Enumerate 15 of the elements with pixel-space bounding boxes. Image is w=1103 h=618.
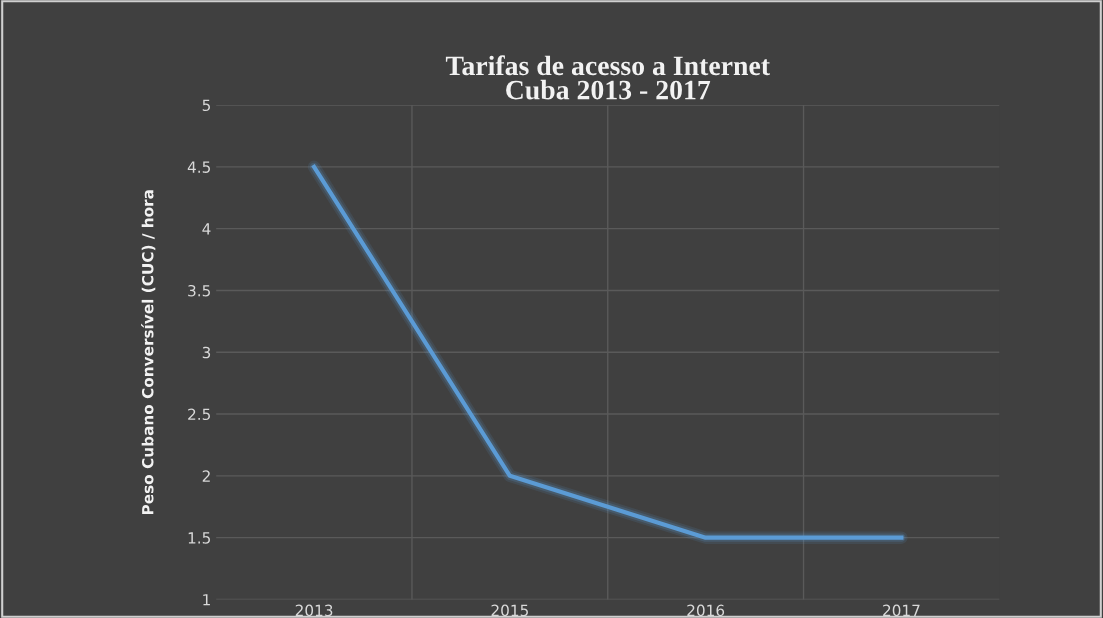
y-axis-title: Peso Cubano Conversível (CUC) / hora	[141, 190, 156, 515]
y-tick-label: 3.5	[188, 284, 210, 297]
x-tick-label: 2015	[491, 604, 528, 617]
y-tick-label: 4	[202, 223, 211, 235]
y-tick-label: 4.5	[187, 161, 210, 173]
y-tick-label: 5	[202, 99, 210, 112]
y-tick-label: 2.5	[188, 408, 210, 421]
y-tick-label: 2	[202, 470, 210, 482]
y-tick-label: 1.5	[188, 532, 210, 544]
y-tick-label: 3	[202, 346, 211, 359]
x-tick-label: 2013	[295, 604, 333, 617]
x-tick-label: 2016	[687, 604, 725, 617]
y-tick-label: 1	[203, 594, 210, 606]
x-tick-label: 2017	[883, 604, 920, 617]
chart-title: Tarifas de acesso a Internet Cuba 2013 - 2017	[445, 55, 770, 100]
